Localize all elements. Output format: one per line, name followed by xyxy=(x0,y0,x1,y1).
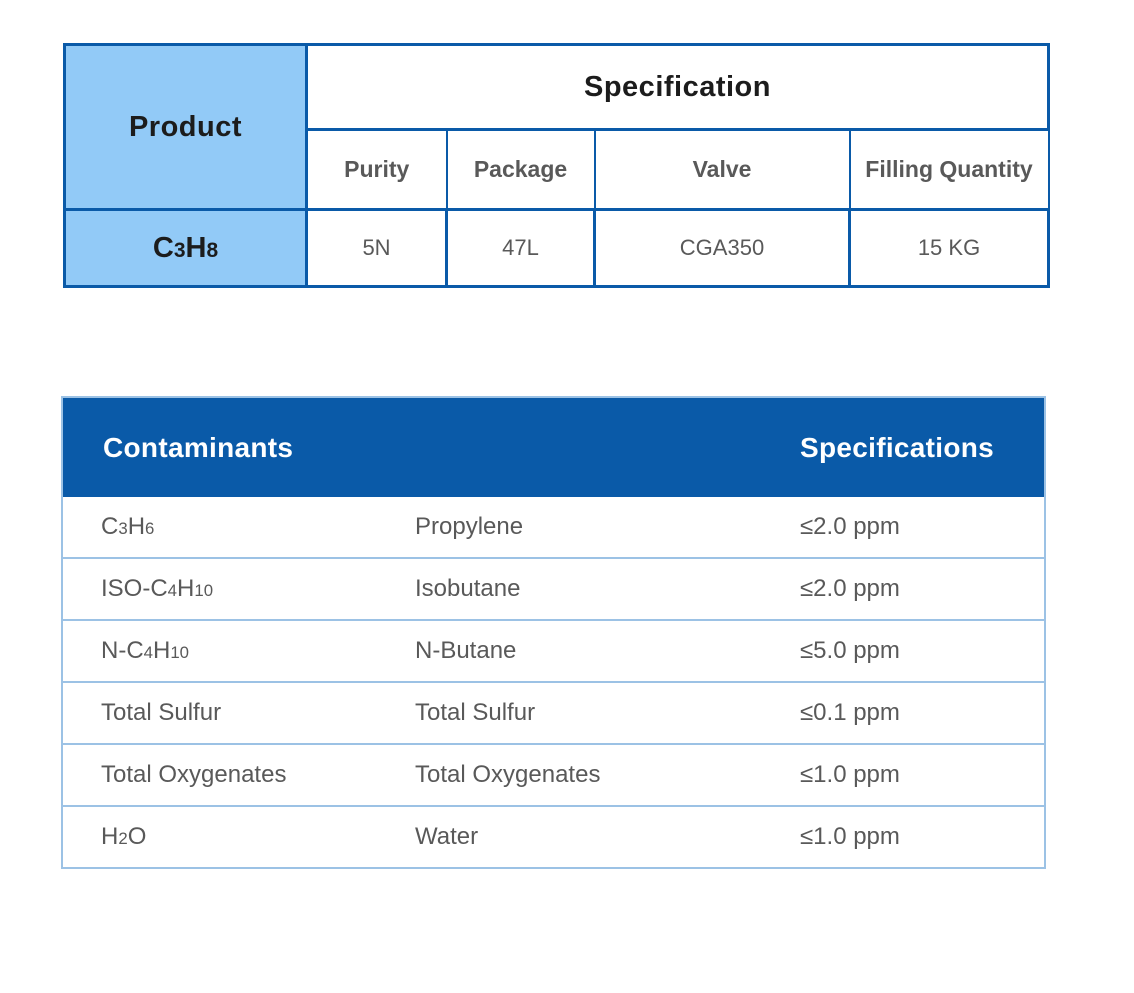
purity-value-cell: 5N xyxy=(305,208,448,288)
package-value: 47L xyxy=(502,235,539,260)
contaminant-row-n-c4h10: N-C4H10 N-Butane ≤5.0 ppm xyxy=(63,621,1044,683)
specification-header-cell: Specification xyxy=(305,43,1050,131)
contaminant-formula: Total Oxygenates xyxy=(101,761,287,788)
contaminant-name: Isobutane xyxy=(415,575,521,602)
filling-quantity-value: 15 KG xyxy=(917,235,981,260)
contaminant-row-iso-c4h10: ISO-C4H10 Isobutane ≤2.0 ppm xyxy=(63,559,1044,621)
product-spec-table: Product Specification Purity Package Val… xyxy=(63,43,1050,288)
contaminant-name: N-Butane xyxy=(415,637,517,664)
product-formula: C3H8 xyxy=(152,231,219,264)
contaminant-formula: H2O xyxy=(101,823,147,850)
purity-value: 5N xyxy=(362,235,391,260)
specification-header-label: Specification xyxy=(584,70,771,103)
contaminants-header-label: Contaminants xyxy=(103,431,294,463)
package-header-cell: Package xyxy=(445,128,596,211)
contaminant-formula: ISO-C4H10 xyxy=(101,575,214,602)
filling-quantity-value-cell: 15 KG xyxy=(848,208,1050,288)
package-header-label: Package xyxy=(473,156,568,182)
contaminant-spec: ≤5.0 ppm xyxy=(800,637,900,664)
filling-quantity-header-label: Filling Quantity xyxy=(865,156,1033,182)
valve-header-cell: Valve xyxy=(593,128,851,211)
specifications-header-label: Specifications xyxy=(800,431,995,463)
contaminant-formula: C3H6 xyxy=(101,513,155,540)
contaminant-row-total-oxygenates: Total Oxygenates Total Oxygenates ≤1.0 p… xyxy=(63,745,1044,807)
purity-header-label: Purity xyxy=(344,156,410,182)
valve-value-cell: CGA350 xyxy=(593,208,851,288)
product-formula-cell: C3H8 xyxy=(63,208,308,288)
contaminant-spec: ≤1.0 ppm xyxy=(800,761,900,788)
product-header-label: Product xyxy=(128,110,243,143)
contaminant-name: Water xyxy=(415,823,479,850)
contaminants-table-header: Contaminants Specifications xyxy=(63,398,1044,497)
contaminant-row-h2o: H2O Water ≤1.0 ppm xyxy=(63,807,1044,867)
contaminant-row-c3h6: C3H6 Propylene ≤2.0 ppm xyxy=(63,497,1044,559)
contaminant-spec: ≤2.0 ppm xyxy=(800,575,900,602)
purity-header-cell: Purity xyxy=(305,128,448,211)
contaminant-spec: ≤0.1 ppm xyxy=(800,699,900,726)
contaminants-table: Contaminants Specifications C3H6 Propyle… xyxy=(61,396,1046,869)
contaminant-row-total-sulfur: Total Sulfur Total Sulfur ≤0.1 ppm xyxy=(63,683,1044,745)
contaminant-name: Propylene xyxy=(415,513,524,540)
contaminant-name: Total Sulfur xyxy=(415,699,536,726)
contaminant-formula: Total Sulfur xyxy=(101,699,222,726)
filling-quantity-header-cell: Filling Quantity xyxy=(848,128,1050,211)
contaminant-spec: ≤2.0 ppm xyxy=(800,513,900,540)
contaminant-name: Total Oxygenates xyxy=(415,761,601,788)
contaminant-formula: N-C4H10 xyxy=(101,637,190,664)
valve-value: CGA350 xyxy=(679,235,765,260)
product-header-cell: Product xyxy=(63,43,308,211)
package-value-cell: 47L xyxy=(445,208,596,288)
valve-header-label: Valve xyxy=(692,156,752,182)
contaminant-spec: ≤1.0 ppm xyxy=(800,823,900,850)
